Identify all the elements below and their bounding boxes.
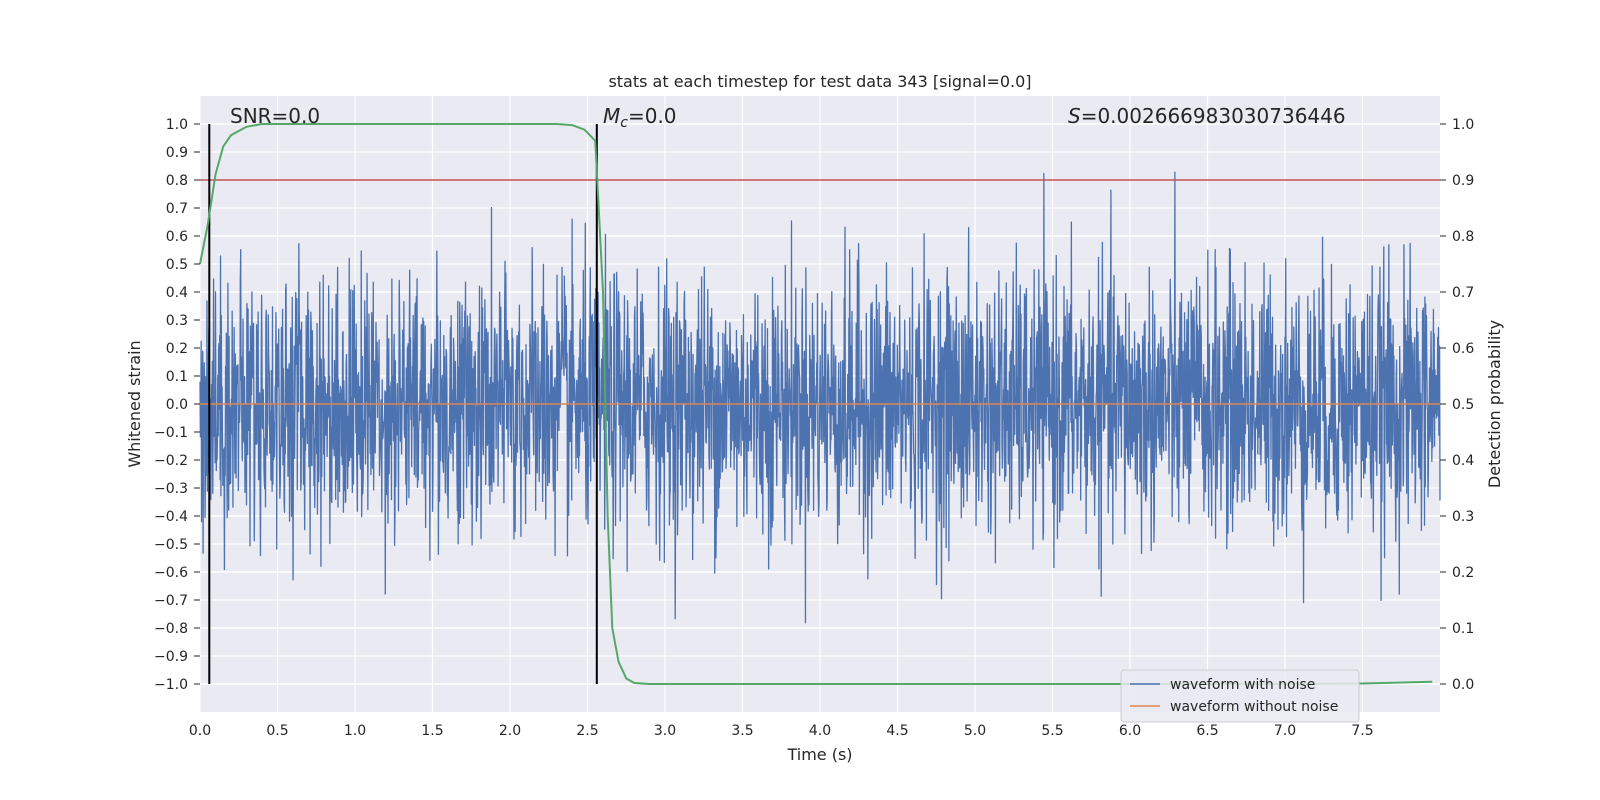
- annotation-mc: Mc=0.0: [603, 104, 677, 131]
- y2-tick-label-8: 0.8: [1452, 229, 1474, 245]
- x-tick-label-4: 2.0: [499, 723, 521, 739]
- legend-label-noise: waveform with noise: [1170, 677, 1315, 693]
- y2-tick-label-1: 0.1: [1452, 621, 1474, 637]
- x-tick-label-3: 1.5: [421, 723, 443, 739]
- x-tick-label-11: 5.5: [1041, 723, 1063, 739]
- y-tick-label-17: 0.7: [166, 201, 188, 217]
- x-tick-label-15: 7.5: [1351, 723, 1373, 739]
- y-tick-label-6: −0.4: [154, 509, 188, 525]
- y2-tick-label-2: 0.2: [1452, 565, 1474, 581]
- legend-label-clean: waveform without noise: [1170, 699, 1338, 715]
- series-detection-probability: [199, 123, 1433, 685]
- x-tick-label-6: 3.0: [654, 723, 676, 739]
- x-tick-label-7: 3.5: [731, 723, 753, 739]
- annotation-s-var: S: [1068, 104, 1081, 128]
- probability-line: [199, 123, 1433, 685]
- y-tick-label-16: 0.6: [166, 229, 188, 245]
- y-tick-label-20: 1.0: [166, 117, 188, 133]
- legend-box: [1120, 669, 1360, 723]
- y2-tick-label-7: 0.7: [1452, 285, 1474, 301]
- x-tick-label-8: 4.0: [809, 723, 831, 739]
- x-tick-label-13: 6.5: [1196, 723, 1218, 739]
- x-tick-label-5: 2.5: [576, 723, 598, 739]
- y-tick-label-3: −0.7: [154, 593, 188, 609]
- legend: waveform with noise waveform without noi…: [1120, 669, 1360, 723]
- y-tick-label-12: 0.2: [166, 341, 188, 357]
- series-waveform-with-noise: [199, 171, 1441, 624]
- y-tick-label-10: 0.0: [166, 397, 188, 413]
- x-tick-label-12: 6.0: [1119, 723, 1141, 739]
- x-tick-label-0: 0.0: [189, 723, 211, 739]
- y2-axis-label: Detection probability: [1485, 320, 1504, 488]
- y-tick-label-15: 0.5: [166, 257, 188, 273]
- x-tick-label-1: 0.5: [266, 723, 288, 739]
- y2-tick-label-3: 0.3: [1452, 509, 1474, 525]
- x-tick-label-2: 1.0: [344, 723, 366, 739]
- y-axis-label: Whitened strain: [125, 340, 144, 467]
- y-tick-label-0: −1.0: [154, 677, 188, 693]
- annotation-mc-sub: c: [620, 115, 628, 131]
- y2-tick-label-10: 1.0: [1452, 117, 1474, 133]
- y-tick-label-2: −0.8: [154, 621, 188, 637]
- y-tick-label-5: −0.5: [154, 537, 188, 553]
- y-tick-label-14: 0.4: [166, 285, 188, 301]
- x-tick-label-14: 7.0: [1274, 723, 1296, 739]
- annotation-mc-var: M: [603, 104, 620, 128]
- y-tick-label-9: −0.1: [154, 425, 188, 441]
- y-tick-label-4: −0.6: [154, 565, 188, 581]
- y-tick-label-1: −0.9: [154, 649, 188, 665]
- x-axis-ticks: 0.0 0.5 1.0 1.5 2.0 2.5 3.0 3.5 4.0 4.5 5.0 5.5 6.0 6…: [189, 723, 1374, 739]
- chart-title: stats at each timestep for test data 343…: [608, 72, 1031, 91]
- y2-tick-label-6: 0.6: [1452, 341, 1474, 357]
- y2-tick-label-5: 0.5: [1452, 397, 1474, 413]
- noise-line: [199, 171, 1441, 624]
- y-axis-ticks: −1.0 −0.9 −0.8 −0.7 −0.6 −0.5 −0.4 −0.3 −0.2 −0.1…: [154, 117, 200, 693]
- y-tick-label-19: 0.9: [166, 145, 188, 161]
- y2-tick-label-9: 0.9: [1452, 173, 1474, 189]
- y2-axis-ticks: 0.0 0.1 0.2 0.3 0.4 0.5 0.6 0.7 0.8 0.9 1.0: [1440, 117, 1474, 693]
- x-tick-label-10: 5.0: [964, 723, 986, 739]
- y2-tick-label-0: 0.0: [1452, 677, 1474, 693]
- x-axis-label: Time (s): [786, 745, 852, 764]
- annotation-snr: SNR=0.0: [230, 104, 320, 128]
- annotation-s-rest: =0.002666983030736446: [1081, 104, 1346, 128]
- y-tick-label-11: 0.1: [166, 369, 188, 385]
- annotation-mc-rest: =0.0: [628, 104, 677, 128]
- y-tick-label-18: 0.8: [166, 173, 188, 189]
- y-tick-label-8: −0.2: [154, 453, 188, 469]
- y2-tick-label-4: 0.4: [1452, 453, 1474, 469]
- annotation-s: S=0.002666983030736446: [1068, 104, 1346, 128]
- y-tick-label-13: 0.3: [166, 313, 188, 329]
- y-tick-label-7: −0.3: [154, 481, 188, 497]
- x-tick-label-9: 4.5: [886, 723, 908, 739]
